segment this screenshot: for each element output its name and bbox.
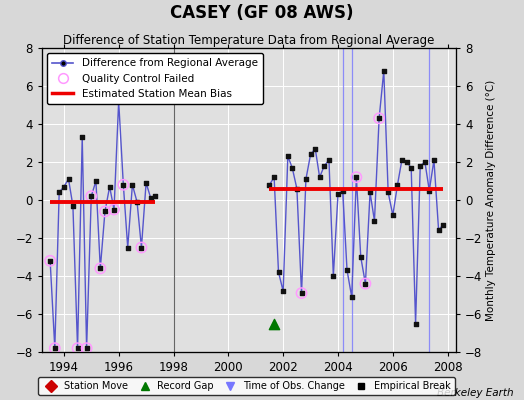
Point	[124, 244, 132, 251]
Point	[51, 345, 59, 351]
Point	[283, 153, 292, 160]
Point	[151, 193, 159, 199]
Point	[334, 191, 342, 198]
Point	[46, 258, 54, 264]
Text: Berkeley Earth: Berkeley Earth	[437, 388, 514, 398]
Point	[352, 174, 361, 180]
Point	[87, 193, 95, 199]
Point	[133, 199, 141, 205]
Point	[302, 176, 310, 182]
Point	[128, 182, 137, 188]
Point	[55, 189, 63, 196]
Point	[366, 189, 374, 196]
Point	[101, 208, 109, 214]
Point	[64, 176, 73, 182]
Title: Difference of Station Temperature Data from Regional Average: Difference of Station Temperature Data f…	[63, 34, 434, 47]
Point	[329, 273, 337, 279]
Point	[384, 189, 392, 196]
Point	[320, 162, 329, 169]
Point	[356, 254, 365, 260]
Point	[411, 320, 420, 327]
Point	[279, 288, 287, 294]
Point	[375, 115, 384, 122]
Point	[325, 157, 333, 163]
Point	[82, 345, 91, 351]
Point	[275, 269, 283, 275]
Text: CASEY (GF 08 AWS): CASEY (GF 08 AWS)	[170, 4, 354, 22]
Point	[137, 244, 146, 251]
Point	[407, 164, 416, 171]
Point	[421, 159, 429, 165]
Point	[101, 208, 109, 214]
Point	[293, 186, 301, 192]
Point	[69, 202, 77, 209]
Point	[339, 187, 347, 194]
Point	[398, 157, 406, 163]
Point	[311, 146, 320, 152]
Point	[270, 320, 278, 327]
Point	[265, 182, 274, 188]
Point	[297, 290, 305, 296]
Point	[96, 265, 104, 272]
Point	[402, 159, 411, 165]
Point	[343, 267, 351, 274]
Point	[114, 98, 123, 104]
Point	[46, 258, 54, 264]
Point	[361, 280, 369, 287]
Point	[270, 174, 278, 180]
Legend: Difference from Regional Average, Quality Control Failed, Estimated Station Mean: Difference from Regional Average, Qualit…	[47, 53, 263, 104]
Point	[96, 265, 104, 272]
Point	[288, 164, 297, 171]
Point	[92, 178, 100, 184]
Y-axis label: Monthly Temperature Anomaly Difference (°C): Monthly Temperature Anomaly Difference (…	[486, 79, 496, 321]
Point	[110, 206, 118, 213]
Point	[315, 174, 324, 180]
Point	[347, 294, 356, 300]
Point	[105, 184, 114, 190]
Point	[87, 193, 95, 199]
Point	[361, 280, 369, 287]
Point	[78, 134, 86, 140]
Point	[379, 68, 388, 74]
Point	[147, 195, 155, 201]
Point	[430, 157, 438, 163]
Point	[439, 222, 447, 228]
Point	[51, 345, 59, 351]
Point	[119, 182, 127, 188]
Point	[119, 182, 127, 188]
Legend: Station Move, Record Gap, Time of Obs. Change, Empirical Break: Station Move, Record Gap, Time of Obs. C…	[38, 377, 455, 395]
Point	[416, 162, 424, 169]
Point	[137, 244, 146, 251]
Point	[434, 227, 443, 234]
Point	[60, 184, 68, 190]
Point	[82, 345, 91, 351]
Point	[73, 345, 82, 351]
Point	[142, 180, 150, 186]
Point	[394, 182, 402, 188]
Point	[110, 206, 118, 213]
Point	[375, 115, 384, 122]
Point	[389, 212, 397, 218]
Point	[307, 151, 315, 158]
Point	[73, 345, 82, 351]
Point	[297, 290, 305, 296]
Point	[425, 187, 433, 194]
Point	[370, 218, 379, 224]
Point	[352, 174, 361, 180]
